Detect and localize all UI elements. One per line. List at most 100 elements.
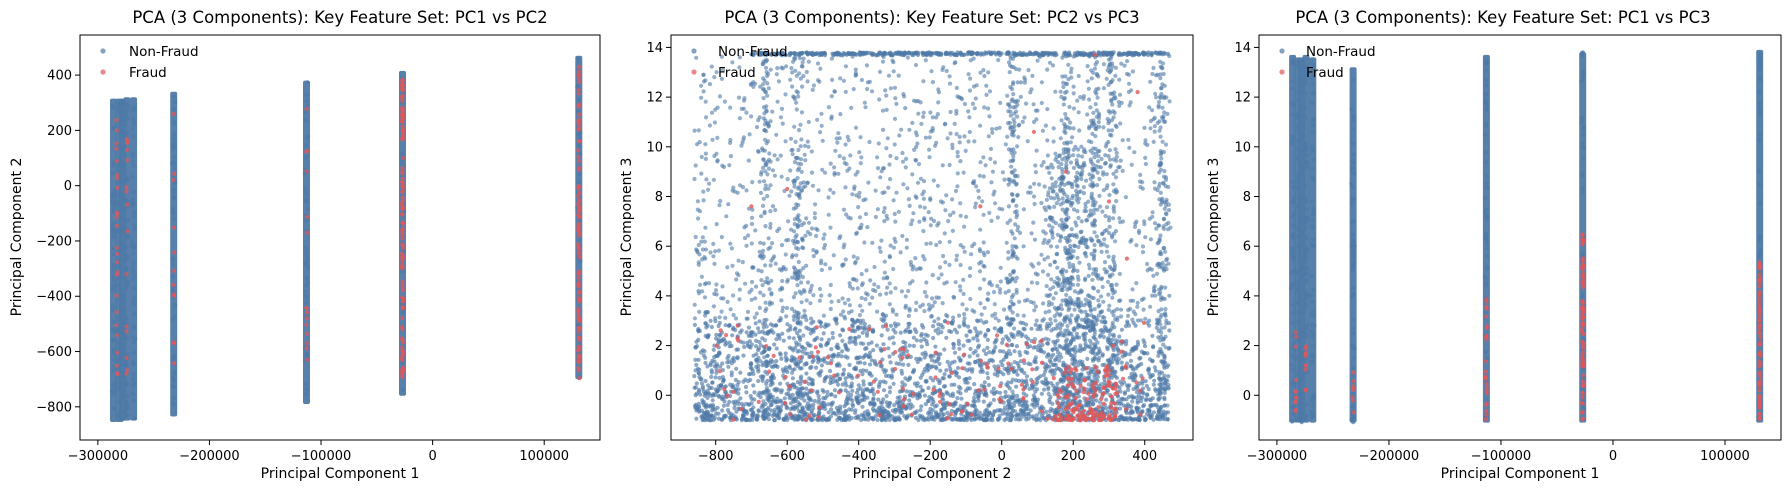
- non-fraud-point: [887, 281, 892, 286]
- non-fraud-point: [894, 190, 899, 195]
- non-fraud-point: [305, 258, 310, 263]
- non-fraud-point: [871, 348, 876, 353]
- non-fraud-point: [1034, 413, 1039, 418]
- non-fraud-point: [962, 101, 968, 107]
- non-fraud-point: [1014, 378, 1019, 383]
- non-fraud-point: [1003, 389, 1008, 395]
- non-fraud-point: [972, 399, 978, 404]
- non-fraud-point: [856, 205, 861, 210]
- non-fraud-point: [833, 148, 838, 153]
- non-fraud-point: [1050, 401, 1055, 406]
- non-fraud-point: [806, 220, 812, 225]
- non-fraud-point: [831, 253, 836, 258]
- non-fraud-point: [892, 402, 897, 408]
- non-fraud-point: [958, 95, 964, 101]
- non-fraud-point: [771, 398, 776, 403]
- non-fraud-point: [914, 383, 920, 389]
- non-fraud-point: [767, 399, 773, 404]
- non-fraud-point: [884, 146, 889, 151]
- non-fraud-point: [847, 407, 852, 412]
- non-fraud-point: [788, 136, 794, 141]
- non-fraud-point: [962, 417, 967, 423]
- non-fraud-point: [774, 346, 779, 351]
- fraud-point: [400, 220, 405, 225]
- non-fraud-point: [111, 406, 116, 411]
- non-fraud-point: [811, 254, 816, 259]
- non-fraud-point: [956, 338, 961, 343]
- non-fraud-point: [867, 362, 873, 367]
- non-fraud-point: [982, 277, 987, 282]
- non-fraud-point: [754, 352, 759, 357]
- non-fraud-point: [1147, 408, 1152, 413]
- non-fraud-point: [995, 373, 1000, 378]
- non-fraud-point: [720, 163, 725, 168]
- non-fraud-point: [111, 270, 116, 275]
- non-fraud-point: [826, 212, 831, 217]
- non-fraud-point: [819, 344, 824, 349]
- non-fraud-point: [955, 396, 960, 401]
- fraud-point: [576, 159, 582, 164]
- non-fraud-point: [789, 189, 794, 194]
- non-fraud-point: [1117, 216, 1122, 221]
- non-fraud-point: [1029, 231, 1034, 236]
- non-fraud-point: [727, 359, 732, 364]
- non-fraud-point: [1058, 136, 1063, 141]
- non-fraud-point: [714, 332, 719, 337]
- non-fraud-point: [762, 338, 768, 343]
- non-fraud-point: [763, 169, 768, 174]
- non-fraud-point: [696, 216, 701, 221]
- non-fraud-point: [921, 179, 927, 184]
- non-fraud-point: [707, 82, 713, 87]
- non-fraud-point: [131, 214, 136, 219]
- non-fraud-point: [699, 381, 705, 386]
- non-fraud-point: [918, 384, 923, 389]
- non-fraud-point: [1033, 360, 1038, 365]
- non-fraud-point: [880, 59, 886, 64]
- non-fraud-point: [911, 335, 917, 340]
- non-fraud-point: [937, 240, 943, 245]
- non-fraud-point: [951, 210, 956, 215]
- non-fraud-point: [863, 211, 869, 217]
- non-fraud-point: [828, 161, 833, 166]
- non-fraud-point: [828, 368, 833, 374]
- non-fraud-point: [921, 110, 926, 115]
- non-fraud-point: [861, 379, 866, 384]
- non-fraud-point: [724, 341, 729, 346]
- non-fraud-point: [923, 58, 928, 63]
- non-fraud-point: [814, 226, 819, 231]
- non-fraud-point: [976, 394, 981, 399]
- non-fraud-point: [702, 239, 707, 244]
- non-fraud-point: [716, 416, 721, 421]
- non-fraud-point: [111, 368, 116, 373]
- non-fraud-point: [692, 374, 697, 379]
- non-fraud-point: [923, 135, 929, 140]
- non-fraud-point: [743, 384, 749, 390]
- non-fraud-point: [1127, 103, 1132, 108]
- non-fraud-point: [947, 81, 953, 86]
- non-fraud-point: [974, 184, 979, 189]
- non-fraud-point: [965, 411, 970, 416]
- non-fraud-point: [786, 219, 791, 224]
- non-fraud-point: [171, 211, 176, 216]
- non-fraud-point: [838, 333, 843, 338]
- fraud-point: [400, 279, 405, 284]
- fraud-point: [401, 87, 406, 93]
- fraud-point: [171, 268, 176, 273]
- non-fraud-point: [773, 261, 778, 266]
- non-fraud-point: [172, 379, 177, 384]
- non-fraud-point: [784, 64, 789, 69]
- non-fraud-point: [770, 241, 775, 246]
- non-fraud-point: [981, 155, 986, 160]
- non-fraud-point: [1150, 333, 1155, 338]
- non-fraud-point: [882, 314, 887, 319]
- non-fraud-point: [940, 376, 945, 381]
- non-fraud-point: [977, 261, 982, 266]
- non-fraud-point: [954, 108, 959, 113]
- non-fraud-point: [1133, 323, 1138, 328]
- non-fraud-point: [962, 134, 967, 139]
- non-fraud-point: [893, 219, 898, 224]
- non-fraud-point: [949, 320, 954, 325]
- non-fraud-point: [1019, 368, 1024, 374]
- non-fraud-point: [783, 92, 788, 97]
- non-fraud-point: [778, 115, 784, 120]
